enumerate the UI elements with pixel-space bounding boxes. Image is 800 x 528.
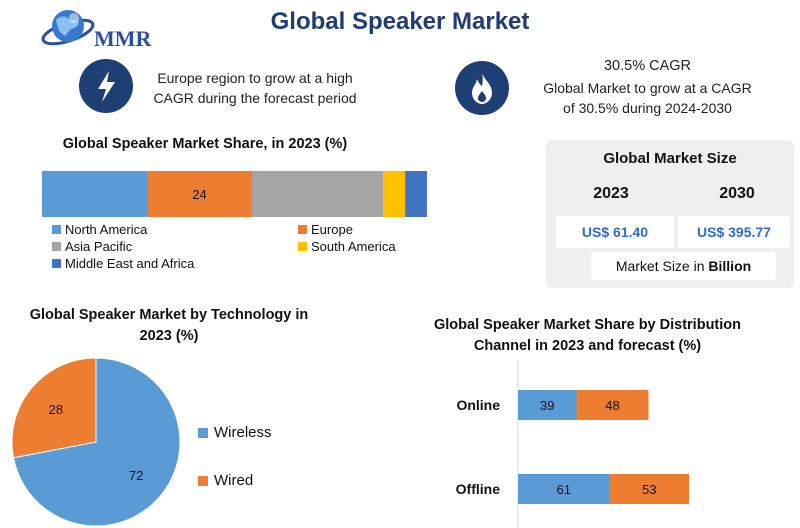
europe-growth-text: Europe region to grow at a high CAGR dur… [140, 68, 370, 108]
distribution-bar-chart: Online 39 48 Offline 61 53 [456, 360, 689, 528]
pie-label-wireless: 72 [129, 468, 143, 483]
market-size-value-2023: US$ 61.40 [556, 216, 674, 248]
flame-icon [455, 61, 509, 115]
technology-title-line2: 2023 (%) [139, 328, 199, 344]
bar-offline-segment-1 [609, 474, 689, 504]
technology-title-line1: Global Speaker Market by Technology in [29, 307, 309, 323]
distribution-chart-title: Global Speaker Market Share by Distribut… [410, 315, 765, 357]
regional-share-title: Global Speaker Market Share, in 2023 (%) [62, 136, 348, 152]
legend-swatch-europe [298, 225, 307, 234]
technology-chart-title: Global Speaker Market by Technology in 2… [14, 305, 324, 347]
technology-pie-chart: 72 28 [11, 357, 181, 527]
page-title: Global Speaker Market [270, 8, 530, 35]
market-size-year-2023: 2023 [593, 185, 629, 202]
bar-label-europe: 24 [192, 187, 206, 202]
bar-online-segment-0 [518, 390, 577, 420]
lightning-icon [79, 59, 133, 113]
legend-label-europe: Europe [311, 222, 353, 237]
legend-swatch-asia-pacific [52, 242, 61, 251]
legend-label-wireless: Wireless [214, 424, 272, 441]
bar-online-segment-1 [576, 390, 649, 420]
legend-swatch-north-america [52, 225, 61, 234]
cagr-title: 30.5% CAGR [603, 58, 692, 74]
market-size-unit: Market Size in Billion [591, 252, 776, 280]
pie-slice-wireless [12, 357, 181, 527]
legend-label-north-america: North America [65, 222, 148, 237]
pie-slice-wired [11, 357, 97, 459]
bar-segment-south-america [383, 171, 406, 217]
legend-wired: Wired [198, 472, 253, 489]
legend-wireless: Wireless [198, 424, 272, 441]
legend-label-middle-east-africa: Middle East and Africa [65, 256, 195, 271]
legend-swatch-wired [198, 475, 208, 486]
cagr-line2: of 30.5% during 2024-2030 [563, 100, 732, 116]
europe-growth-line2: CAGR during the forecast period [153, 90, 357, 106]
market-size-year-2030: 2030 [719, 185, 755, 202]
legend-north-america: North America [52, 221, 147, 238]
category-label-online: Online [456, 397, 500, 413]
bar-offline-segment-0 [518, 474, 610, 504]
bar-value-online-0: 39 [540, 398, 554, 413]
distribution-title-line2: Channel in 2023 and forecast (%) [473, 338, 702, 354]
bar-segment-europe [147, 171, 252, 217]
legend-label-asia-pacific: Asia Pacific [65, 239, 133, 254]
logo-text: MMR [94, 26, 152, 51]
distribution-title-line1: Global Speaker Market Share by Distribut… [434, 317, 741, 333]
mmr-logo [41, 10, 95, 46]
cagr-block: 30.5% CAGR Global Market to grow at a CA… [520, 56, 775, 118]
cagr-line1: Global Market to grow at a CAGR [543, 80, 752, 96]
market-size-title: Global Market Size [603, 150, 737, 167]
legend-asia-pacific: Asia Pacific [52, 238, 132, 255]
legend-europe: Europe [298, 221, 353, 238]
bar-segment-middle-east-and-africa [405, 171, 427, 217]
legend-swatch-wireless [198, 427, 208, 438]
market-size-value-2030: US$ 395.77 [678, 216, 790, 248]
market-size-unit-bold: Billion [708, 258, 752, 274]
legend-label-south-america: South America [311, 239, 396, 254]
market-size-unit-prefix: Market Size in [615, 258, 709, 274]
legend-swatch-middle-east-africa [52, 259, 61, 268]
bar-value-online-1: 48 [605, 398, 619, 413]
bar-value-offline-0: 61 [557, 482, 571, 497]
europe-growth-line1: Europe region to grow at a high [157, 70, 353, 86]
legend-label-wired: Wired [214, 472, 254, 489]
bar-segment-north-america [42, 171, 147, 217]
bar-segment-asia-pacific [252, 171, 384, 217]
legend-middle-east-africa: Middle East and Africa [52, 255, 194, 272]
regional-share-bar: 24 [42, 171, 427, 217]
legend-south-america: South America [298, 238, 396, 255]
pie-label-wired: 28 [49, 402, 63, 417]
market-size-panel: Global Market Size 2023 2030 US$ 61.40 U… [546, 140, 794, 288]
bar-value-offline-1: 53 [642, 482, 656, 497]
legend-swatch-south-america [298, 242, 307, 251]
category-label-offline: Offline [456, 481, 501, 497]
